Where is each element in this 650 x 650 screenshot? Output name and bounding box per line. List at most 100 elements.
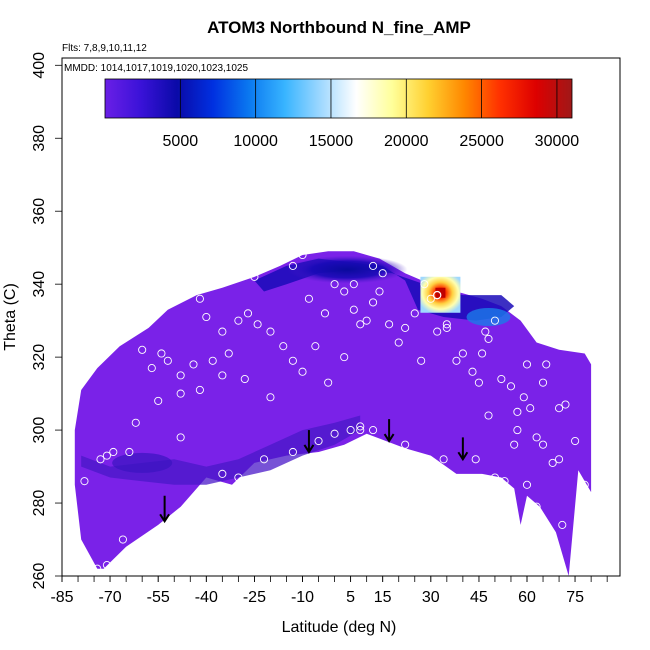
y-tick-label: 300	[31, 417, 48, 444]
sample-point	[385, 320, 394, 329]
sample-point	[218, 371, 227, 380]
sample-point	[420, 280, 429, 289]
sample-point	[250, 272, 259, 281]
sample-point	[109, 447, 118, 457]
arrow-head	[303, 444, 315, 454]
sample-point	[401, 440, 410, 449]
sample-point	[369, 298, 378, 307]
sample-point	[304, 294, 313, 303]
sample-point	[484, 334, 493, 343]
sample-point	[506, 382, 516, 391]
sample-point	[349, 305, 358, 314]
colorbar-tick-label: 25000	[459, 133, 504, 150]
sample-point	[452, 356, 461, 365]
sample-point	[195, 385, 204, 395]
sample-point	[356, 320, 365, 329]
sample-point	[356, 422, 365, 431]
field-navy-core	[287, 255, 408, 284]
arrow-head	[159, 513, 170, 524]
sample-point	[555, 455, 564, 464]
plot-frame	[61, 57, 621, 577]
sample-point	[189, 360, 198, 369]
sample-points	[80, 250, 589, 573]
sample-point	[125, 447, 134, 457]
field-blue-patch	[466, 308, 511, 326]
sample-point	[484, 411, 493, 420]
sample-point	[279, 342, 288, 351]
sample-point	[298, 367, 307, 376]
sample-point	[266, 393, 275, 402]
sample-point	[243, 309, 253, 318]
sample-point	[288, 447, 297, 457]
sample-point	[208, 356, 217, 365]
sample-point	[340, 353, 349, 362]
y-axis-label: Theta (C)	[2, 283, 19, 351]
x-tick-label: -55	[147, 589, 170, 606]
sample-point	[163, 356, 172, 365]
field-envelope	[74, 251, 592, 576]
sample-point	[266, 327, 275, 336]
y-tick-label: 400	[31, 52, 48, 79]
highlight-sample-point	[433, 290, 442, 300]
x-tick-label: 30	[422, 589, 440, 606]
sample-point	[176, 371, 185, 380]
dates-subtitle: MMDD: 1014,1017,1019,1020,1023,1025	[64, 63, 248, 74]
arrow-head	[457, 451, 469, 462]
sample-point	[513, 407, 522, 416]
sample-point	[490, 473, 499, 482]
sample-point	[369, 261, 378, 270]
sample-point	[157, 349, 166, 358]
y-tick-label: 380	[31, 125, 48, 152]
sample-point	[93, 564, 102, 573]
sample-point	[375, 287, 384, 296]
sample-point	[102, 561, 111, 570]
sample-point	[439, 455, 448, 464]
colorbar-tick-label: 10000	[233, 133, 278, 150]
y-tick-label: 280	[31, 490, 48, 517]
sample-point	[561, 400, 570, 409]
sample-point	[478, 349, 487, 358]
sample-point	[147, 364, 156, 373]
sample-point	[349, 280, 358, 289]
sample-point	[522, 360, 532, 369]
x-tick-label: -25	[243, 589, 266, 606]
colorbar-fill	[104, 78, 573, 119]
sample-point	[490, 316, 499, 325]
sample-point	[96, 455, 105, 464]
sample-point	[532, 502, 541, 511]
sample-point	[324, 378, 333, 387]
sample-point	[442, 323, 451, 332]
sample-point	[542, 360, 551, 369]
sample-point	[330, 429, 339, 438]
sample-point	[417, 356, 426, 365]
colorbar-tick-label: 5000	[163, 133, 199, 150]
sample-point	[468, 367, 477, 376]
sample-point	[240, 374, 249, 384]
sample-point	[138, 345, 147, 354]
sample-point	[330, 280, 339, 289]
sample-point	[320, 309, 330, 318]
sample-point	[369, 426, 378, 435]
sample-point	[558, 520, 567, 529]
sample-point	[288, 261, 297, 270]
x-tick-label: 15	[374, 589, 392, 606]
y-tick-label: 260	[31, 563, 48, 590]
colorbar: 5000 10000 15000 20000 25000 30000	[104, 78, 579, 150]
annotation-arrows	[159, 419, 469, 524]
sample-point	[513, 426, 522, 435]
colorbar-tick-label: 20000	[384, 133, 429, 150]
sample-point	[80, 477, 89, 486]
y-tick-label: 320	[31, 344, 48, 371]
sample-point	[272, 258, 281, 267]
sample-point	[519, 393, 528, 402]
sample-point	[340, 287, 349, 296]
sample-point	[538, 378, 548, 387]
x-tick-label: 5	[346, 589, 355, 606]
flights-subtitle: Flts: 7,8,9,10,11,12	[62, 43, 147, 54]
colorbar-ticks: 5000 10000 15000 20000 25000 30000	[163, 79, 579, 150]
sample-point	[378, 269, 387, 278]
sample-point	[571, 436, 580, 446]
sample-point	[224, 349, 233, 358]
sample-point	[548, 458, 557, 467]
